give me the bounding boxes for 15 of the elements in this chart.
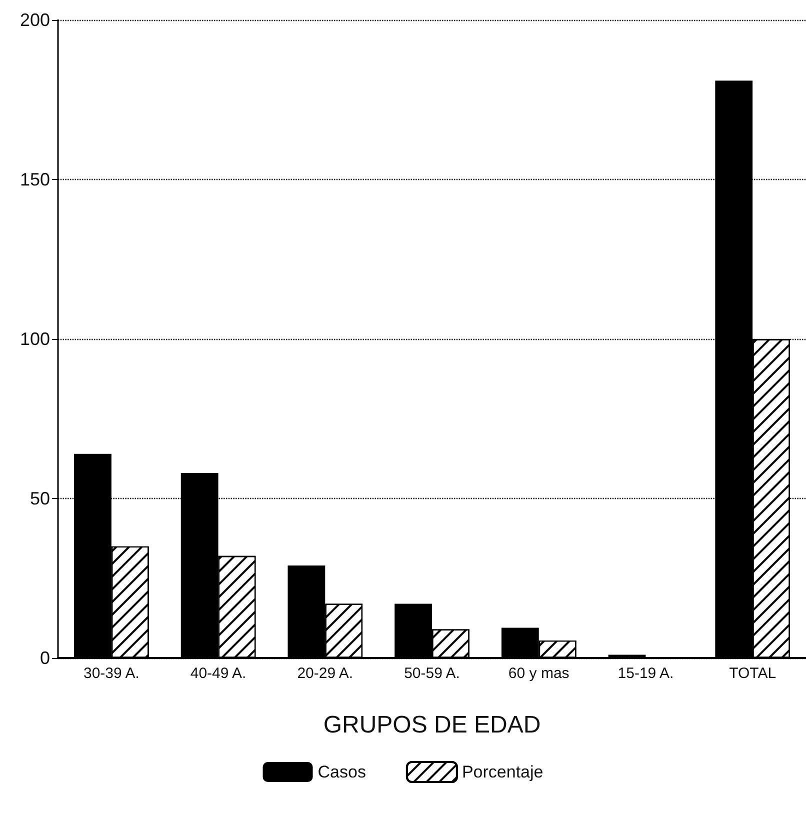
x-tick-label: 15-19 A.	[618, 665, 674, 682]
legend-label: Casos	[318, 762, 366, 782]
x-tick-label: 60 y mas	[508, 665, 570, 682]
x-tick-label: 50-59 A.	[404, 665, 460, 682]
y-tick-label: 50	[30, 488, 50, 508]
y-tick-label: 150	[20, 170, 50, 190]
y-tick-label: 100	[20, 329, 50, 349]
x-tick-label: 20-29 A.	[297, 665, 354, 682]
x-tick-label: 30-39 A.	[83, 665, 140, 682]
y-tick-label: 0	[40, 648, 50, 668]
x-tick-label: 40-49 A.	[190, 665, 246, 682]
x-tick-label: TOTAL	[729, 665, 776, 682]
legend-label: Porcentaje	[462, 762, 544, 782]
x-axis-title: GRUPOS DE EDAD	[323, 712, 541, 738]
y-tick-label: 200	[20, 10, 50, 30]
